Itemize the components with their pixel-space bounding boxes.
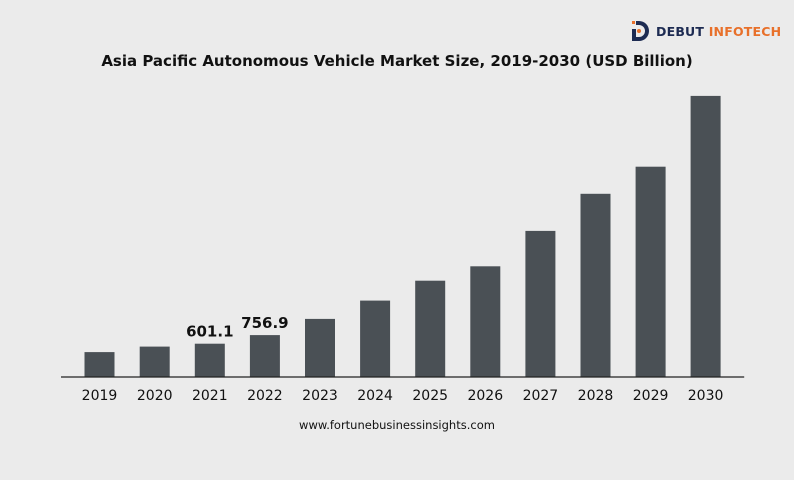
- x-tick-label-2028: 2028: [578, 388, 614, 404]
- bar-2021: [194, 343, 225, 377]
- bar-2022: [249, 335, 280, 377]
- x-tick-label-2019: 2019: [82, 388, 118, 404]
- x-tick-label-2029: 2029: [633, 388, 669, 404]
- data-label-2022: 756.9: [241, 314, 288, 332]
- x-tick-label-2020: 2020: [137, 388, 173, 404]
- x-tick-label-2023: 2023: [302, 388, 338, 404]
- x-tick-label-2025: 2025: [412, 388, 448, 404]
- x-tick-label-2030: 2030: [688, 388, 724, 404]
- debut-infotech-logo-icon: [632, 21, 649, 41]
- x-tick-label-2027: 2027: [523, 388, 559, 404]
- brand-name-part2: INFOTECH: [708, 23, 782, 39]
- x-tick-label-2024: 2024: [357, 388, 393, 404]
- x-tick-label-2021: 2021: [192, 388, 228, 404]
- brand-name-part1: DEBUT: [656, 23, 705, 39]
- bar-2028: [580, 193, 611, 377]
- bar-2020: [139, 346, 170, 377]
- x-tick-label-2022: 2022: [247, 388, 283, 404]
- bar-2030: [690, 95, 721, 378]
- bar-2024: [360, 300, 391, 377]
- x-tick-label-2026: 2026: [467, 388, 503, 404]
- source-credit: www.fortunebusinessinsights.com: [299, 418, 495, 432]
- bar-2027: [525, 230, 556, 377]
- bar-2026: [470, 266, 501, 377]
- chart-title: Asia Pacific Autonomous Vehicle Market S…: [101, 52, 693, 70]
- bar-2029: [635, 166, 666, 377]
- bar-2023: [305, 318, 335, 377]
- brand-name: DEBUT INFOTECH: [656, 24, 781, 39]
- data-label-2021: 601.1: [186, 323, 233, 341]
- bar-2019: [84, 352, 115, 377]
- bar-2025: [415, 280, 446, 377]
- brand-logo: DEBUT INFOTECH: [628, 18, 781, 44]
